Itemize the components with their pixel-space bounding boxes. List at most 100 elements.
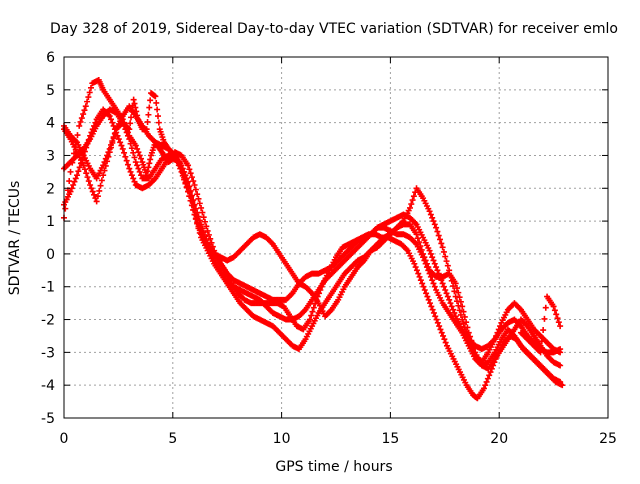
data-point-fill — [493, 332, 500, 339]
data-point — [82, 103, 89, 110]
data-point-fill — [308, 312, 315, 319]
data-point-fill — [200, 214, 207, 221]
data-point-fill — [428, 303, 435, 310]
data-point-fill — [190, 206, 197, 213]
data-point — [67, 188, 74, 195]
data-point-fill — [431, 260, 438, 267]
data-point-fill — [434, 228, 441, 235]
data-point-fill — [429, 254, 436, 261]
data-point — [480, 385, 487, 392]
data-point-fill — [146, 160, 153, 167]
data-point-fill — [131, 100, 138, 107]
data-point-fill — [412, 264, 419, 271]
data-point-fill — [202, 218, 209, 225]
data-point-fill — [430, 280, 437, 287]
data-point-fill — [447, 300, 454, 307]
data-point-fill — [72, 175, 79, 182]
data-point-fill — [429, 214, 436, 221]
y-axis-label: SDTVAR / TECUs — [7, 181, 23, 296]
data-point-fill — [144, 118, 151, 125]
x-tick-label: 10 — [273, 431, 291, 447]
data-point — [126, 165, 133, 172]
data-point-fill — [429, 277, 436, 284]
data-point-fill — [484, 375, 491, 382]
data-point-fill — [205, 231, 212, 238]
data-point-fill — [128, 114, 135, 121]
data-point-fill — [440, 248, 447, 255]
data-point-fill — [136, 152, 143, 159]
data-point — [130, 96, 137, 103]
data-point-fill — [124, 132, 131, 139]
data-point-fill — [146, 104, 153, 111]
data-point-fill — [203, 223, 210, 230]
data-point-fill — [183, 183, 190, 190]
data-point — [557, 362, 564, 369]
data-point-fill — [415, 270, 422, 277]
data-point-fill — [431, 221, 438, 228]
data-point-fill — [135, 165, 142, 172]
data-point-fill — [102, 162, 109, 169]
data-point — [537, 349, 544, 356]
data-point-fill — [423, 264, 430, 271]
data-point-fill — [442, 339, 449, 346]
data-point-fill — [145, 111, 152, 118]
data-point-fill — [94, 193, 101, 200]
data-point-fill — [71, 178, 78, 185]
data-point-fill — [470, 349, 477, 356]
data-point-fill — [76, 164, 83, 171]
data-point-fill — [147, 156, 154, 163]
data-point-fill — [83, 144, 90, 151]
data-point-fill — [84, 98, 91, 105]
data-point-fill — [194, 191, 201, 198]
data-point — [80, 162, 87, 169]
data-point — [413, 231, 420, 238]
data-point-fill — [155, 113, 162, 120]
x-axis-label: GPS time / hours — [275, 459, 392, 475]
data-point-fill — [187, 197, 194, 204]
data-point-fill — [448, 277, 455, 284]
data-marks — [61, 76, 566, 402]
y-tick-label: 1 — [46, 214, 55, 230]
data-point-fill — [186, 166, 193, 173]
data-point — [132, 142, 139, 149]
data-point-fill — [123, 157, 130, 164]
data-point-fill — [117, 139, 124, 146]
data-point — [106, 149, 113, 156]
data-point — [74, 172, 81, 179]
data-point — [426, 208, 433, 215]
data-point-fill — [433, 316, 440, 323]
data-point-fill — [447, 272, 454, 279]
data-point-fill — [81, 166, 88, 173]
data-point-fill — [188, 174, 195, 181]
data-point — [132, 159, 139, 166]
data-point — [106, 113, 113, 120]
data-point-fill — [97, 182, 104, 189]
data-point-fill — [437, 273, 444, 280]
data-point-fill — [109, 139, 116, 146]
data-point-fill — [434, 267, 441, 274]
data-point-fill — [430, 218, 437, 225]
data-point-fill — [89, 126, 96, 133]
data-point-fill — [553, 311, 560, 318]
data-point-fill — [422, 260, 429, 267]
data-point-fill — [86, 89, 93, 96]
data-point-fill — [74, 132, 81, 139]
data-point-fill — [440, 332, 447, 339]
data-point-fill — [122, 126, 129, 133]
data-point-fill — [88, 185, 95, 192]
data-point-fill — [154, 106, 161, 113]
data-point — [430, 309, 437, 316]
data-point — [426, 270, 433, 277]
data-point-fill — [438, 277, 445, 284]
data-point — [439, 244, 446, 251]
data-point-fill — [486, 372, 493, 379]
x-tick-label: 15 — [381, 431, 399, 447]
data-point-fill — [127, 140, 134, 147]
data-point-fill — [131, 154, 138, 161]
data-point-fill — [153, 99, 160, 106]
data-point-fill — [92, 119, 99, 126]
x-tick-label: 20 — [490, 431, 508, 447]
data-point-fill — [495, 326, 502, 333]
data-point-fill — [414, 235, 421, 242]
